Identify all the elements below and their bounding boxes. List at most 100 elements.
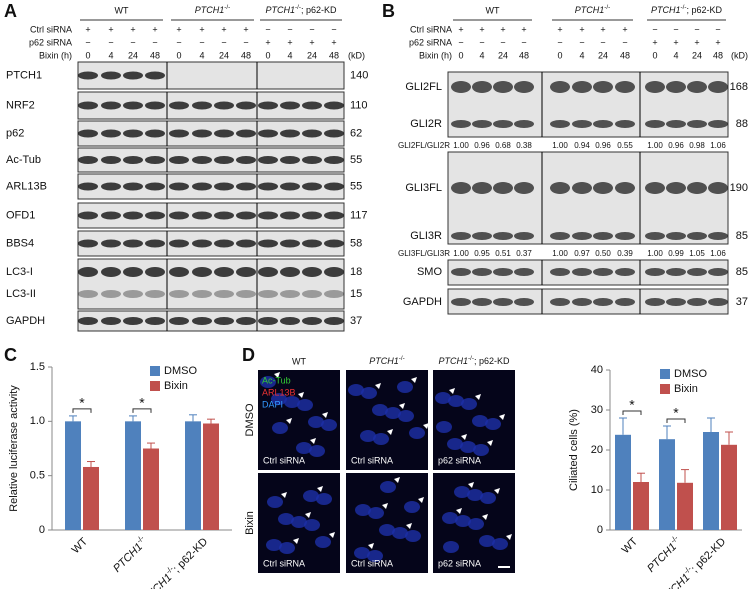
band <box>192 317 212 325</box>
band <box>214 239 234 248</box>
nucleus <box>380 481 396 493</box>
group-header: PTCH1-/-; p62-KD <box>651 4 722 15</box>
ratio-value: 1.06 <box>710 249 726 258</box>
lane-value: + <box>500 24 505 34</box>
y-tick-label: 1.0 <box>30 415 45 427</box>
lane-value: + <box>579 24 584 34</box>
lane-value: − <box>500 37 505 47</box>
lane-value: + <box>715 37 720 47</box>
nucleus <box>267 496 283 508</box>
lane-value: + <box>199 24 204 34</box>
band <box>258 290 278 298</box>
band <box>493 268 513 276</box>
legend-swatch <box>660 384 670 394</box>
band <box>78 211 98 220</box>
bar <box>721 444 737 530</box>
error-bar <box>87 461 95 467</box>
band <box>324 267 344 277</box>
kd-value: 85 <box>736 266 748 278</box>
nucleus <box>368 507 384 519</box>
ratio-value: 1.00 <box>552 249 568 258</box>
kd-value: 37 <box>736 296 748 308</box>
nucleus <box>297 399 313 411</box>
ratio-value: 0.97 <box>574 249 590 258</box>
nucleus <box>460 441 476 453</box>
row-header: Bixin <box>244 511 256 535</box>
legend-swatch <box>660 369 670 379</box>
lane-value: + <box>309 37 314 47</box>
row-label: p62 siRNA <box>409 37 452 47</box>
band <box>78 290 98 298</box>
band <box>550 81 570 93</box>
bar <box>703 432 719 530</box>
band <box>708 120 728 128</box>
lane-value: + <box>152 24 157 34</box>
band <box>280 211 300 220</box>
lane-value: − <box>130 37 135 47</box>
nucleus <box>360 430 376 442</box>
lane-value: + <box>521 24 526 34</box>
band <box>687 120 707 128</box>
band <box>78 182 98 191</box>
band <box>280 239 300 248</box>
kd-value: 110 <box>350 99 368 111</box>
arrowhead <box>399 403 405 409</box>
band <box>169 182 189 191</box>
group-header: PTCH1-/-; p62-KD <box>266 4 337 15</box>
band <box>101 182 121 191</box>
y-axis-label: Relative luciferase activity <box>8 385 20 512</box>
band <box>302 101 322 110</box>
x-tick-label: PTCH1-/- <box>109 533 151 575</box>
legend-swatch <box>150 366 160 376</box>
band <box>236 129 256 138</box>
lane-value: 0 <box>458 50 463 60</box>
significance-bracket <box>666 418 686 423</box>
panel-label: A <box>4 1 17 21</box>
kd-value: 88 <box>736 118 748 130</box>
band <box>258 317 278 325</box>
arrowhead <box>475 394 481 400</box>
band <box>302 317 322 325</box>
lane-value: 48 <box>620 50 630 60</box>
band <box>214 267 234 277</box>
error-bar <box>637 472 645 482</box>
band <box>236 290 256 298</box>
lane-value: 0 <box>265 50 270 60</box>
band <box>666 81 686 93</box>
nucleus <box>405 530 421 542</box>
arrowhead <box>293 538 299 544</box>
lane-value: − <box>600 37 605 47</box>
panel-label: C <box>4 345 17 365</box>
panel-label: B <box>382 1 395 21</box>
band <box>593 120 613 128</box>
band <box>302 239 322 248</box>
lane-value: 0 <box>85 50 90 60</box>
arrowhead <box>499 414 505 420</box>
error-bar <box>147 442 155 449</box>
band <box>572 232 592 240</box>
band <box>472 120 492 128</box>
nucleus <box>355 504 371 516</box>
group-header: PTCH1-/- <box>195 4 230 15</box>
band <box>169 211 189 220</box>
lane-value: 48 <box>713 50 723 60</box>
band <box>593 182 613 194</box>
arrowhead <box>322 412 328 418</box>
lane-value: 48 <box>150 50 160 60</box>
band-label: NRF2 <box>6 99 35 111</box>
band <box>214 156 234 164</box>
band <box>236 267 256 277</box>
band <box>236 317 256 325</box>
nucleus <box>321 419 337 431</box>
band <box>192 156 212 164</box>
arrowhead <box>286 418 292 424</box>
band-label: ARL13B <box>6 180 47 192</box>
nucleus <box>266 539 282 551</box>
legend-label: Bixin <box>164 380 188 392</box>
band <box>615 182 635 194</box>
nucleus <box>442 512 458 524</box>
band <box>169 239 189 248</box>
band <box>514 232 534 240</box>
band <box>687 268 707 276</box>
band-label: Ac-Tub <box>6 154 41 166</box>
